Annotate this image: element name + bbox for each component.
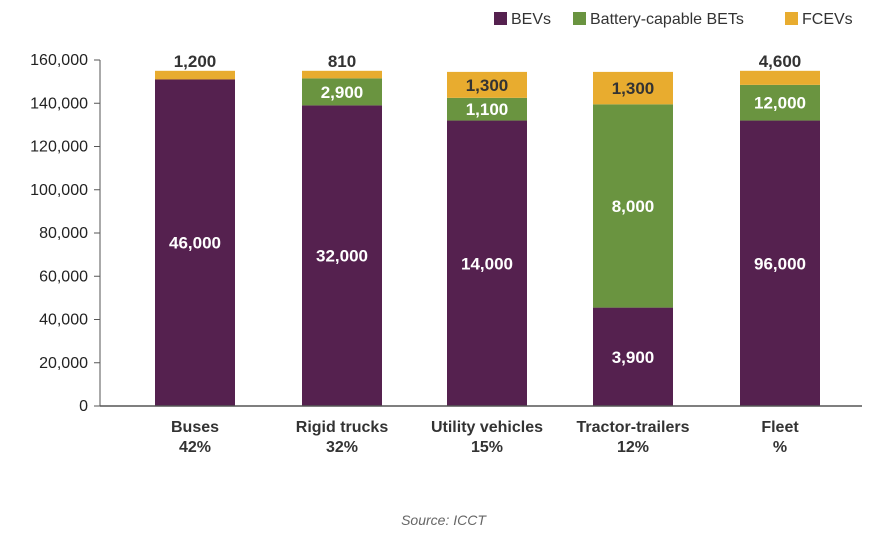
y-tick-label: 60,000 (39, 268, 88, 285)
bar-segment-battery-capable-bets (302, 78, 382, 106)
bar-segment-battery-capable-bets (593, 104, 673, 308)
data-label: 8,000 (612, 197, 655, 216)
legend-swatch (573, 12, 586, 25)
y-tick-label: 100,000 (30, 182, 88, 199)
data-label: 12,000 (754, 94, 806, 113)
legend-swatch (785, 12, 798, 25)
x-category-label: Fleet (761, 419, 799, 436)
legend-swatch (494, 12, 507, 25)
data-label: 96,000 (754, 254, 806, 273)
y-tick-label: 140,000 (30, 95, 88, 112)
bar-segment-bevs (302, 105, 382, 406)
data-label: 32,000 (316, 247, 368, 266)
data-label: 1,300 (466, 76, 509, 95)
y-axis: 0 20,000 40,000 60,000 80,000 100,000 120,000 1… (30, 52, 101, 415)
y-tick-label: 40,000 (39, 312, 88, 329)
y-tick-label: 20,000 (39, 355, 88, 372)
data-label: 1,100 (466, 100, 509, 119)
data-label: 14,000 (461, 254, 513, 273)
bar-segment-bevs (740, 120, 820, 407)
data-label: 1,300 (612, 79, 655, 98)
legend-label: Battery-capable BETs (590, 11, 744, 28)
bar-segment-bevs (155, 79, 235, 407)
data-label: 4,600 (759, 52, 802, 71)
bar-segment-fcevs (155, 70, 235, 80)
legend-label: FCEVs (802, 11, 853, 28)
bars: 46,000 1,200 32,000 2,900 810 14,000 1,100 1,30… (155, 52, 820, 407)
x-category-label: Tractor-trailers (577, 419, 690, 436)
data-label: 2,900 (321, 83, 364, 102)
data-label: 3,900 (612, 348, 655, 367)
x-axis: Buses 42% Rigid trucks 32% Utility vehicles 1… (100, 405, 862, 456)
bar-segment-fcevs (593, 71, 673, 105)
bar-segment-fcevs (740, 70, 820, 85)
y-tick-label: 80,000 (39, 225, 88, 242)
bar-segment-fcevs (302, 70, 382, 79)
bar-segment-battery-capable-bets (740, 84, 820, 121)
legend-label: BEVs (511, 11, 551, 28)
x-category-label: Buses (171, 419, 219, 436)
x-category-label: Utility vehicles (431, 419, 543, 436)
bar-segment-bevs (447, 120, 527, 407)
bar-segment-battery-capable-bets (447, 97, 527, 121)
y-tick-label: 0 (79, 398, 88, 415)
y-tick-label: 160,000 (30, 52, 88, 69)
x-category-share: 32% (326, 439, 358, 456)
y-tick-label: 120,000 (30, 139, 88, 156)
x-category-share: 42% (179, 439, 211, 456)
x-category-share: % (773, 439, 787, 456)
source-note: Source: ICCT (401, 512, 486, 528)
legend: BEVs Battery-capable BETs FCEVs (494, 11, 853, 28)
data-label: 1,200 (174, 52, 217, 71)
data-label: 810 (328, 52, 356, 71)
data-label: 46,000 (169, 234, 221, 253)
bar-segment-fcevs (447, 71, 527, 98)
x-category-label: Rigid trucks (296, 419, 389, 436)
bar-segment-bevs (593, 307, 673, 406)
x-category-share: 15% (471, 439, 503, 456)
x-category-share: 12% (617, 439, 649, 456)
